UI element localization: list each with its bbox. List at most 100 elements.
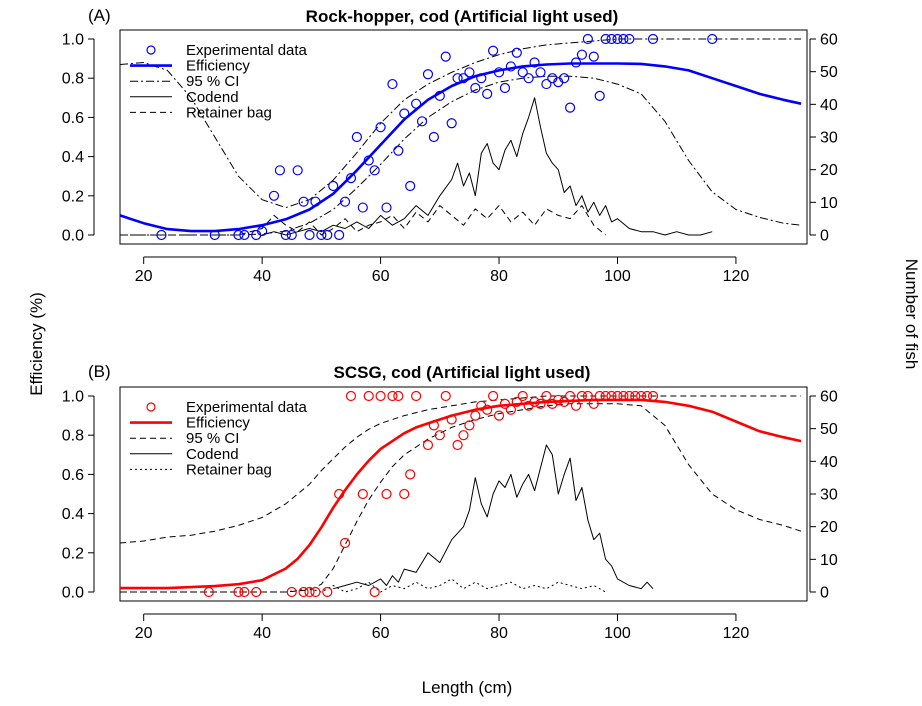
panel-a-data-point — [357, 202, 368, 213]
panel-a-data-point — [594, 90, 605, 101]
panel-a-right-y-tick-label: 0 — [820, 228, 829, 245]
panel-b-data-point — [298, 586, 309, 598]
panel-a-data-point — [428, 131, 439, 143]
panel-b-x-tick-label: 100 — [604, 625, 631, 642]
panel-b-data-point — [464, 420, 475, 431]
panel-a-right-y-tick-label: 10 — [820, 195, 838, 212]
panel-b-data-point — [452, 439, 463, 451]
panel-a-right-y-tick-label: 20 — [820, 162, 838, 179]
panel-b-data-point — [493, 410, 505, 421]
panel-b-right-y-tick-label: 20 — [820, 519, 838, 536]
panel-a-data-point — [612, 33, 623, 45]
panel-b-left-y-tick-label: 0.6 — [62, 467, 84, 484]
panel-a-x-tick-label: 120 — [723, 268, 750, 285]
panel-a-x-tick-label: 100 — [604, 268, 631, 285]
panel-b-efficiency-curve — [120, 398, 802, 590]
panel-a-data-point — [156, 229, 167, 241]
panel-a-right-y-tick-label: 50 — [820, 64, 838, 81]
panel-b-data-point — [606, 390, 617, 402]
panel-b-data-point — [440, 390, 451, 402]
panel-b-data-point — [488, 390, 499, 402]
panel-a-data-point — [446, 118, 457, 129]
panel-a-data-point — [440, 51, 451, 62]
panel-a-plot-area — [120, 33, 802, 241]
panel-a-data-point — [310, 196, 321, 207]
panel-b-data-point — [369, 586, 380, 598]
panel-b-left-y-tick-label: 0.0 — [62, 585, 84, 602]
panel-b-right-y-tick-label: 30 — [820, 487, 838, 504]
panel-a: (A) Rock-hopper, cod (Artificial light u… — [62, 6, 838, 285]
panel-a-right-y-tick-label: 60 — [820, 32, 838, 49]
panel-b-plot-area — [120, 390, 802, 598]
panel-a-data-point — [304, 229, 315, 241]
panel-b-x-tick-label: 60 — [372, 625, 390, 642]
left-y-axis-label: Efficiency (%) — [27, 292, 46, 396]
panel-a-data-point — [470, 82, 481, 94]
panel-a-legend-label-ci: 95 % CI — [186, 73, 239, 90]
panel-b-data-point — [310, 586, 321, 598]
panel-b-data-point — [322, 586, 333, 598]
panel-a-data-point — [316, 229, 327, 241]
panel-b-data-point — [422, 439, 434, 451]
panel-a-data-point — [707, 33, 718, 45]
panel-a-data-point — [482, 88, 493, 99]
panel-b-right-y-tick-label: 50 — [820, 421, 838, 438]
panel-b-data-point — [636, 390, 647, 402]
panel-b-data-point — [511, 396, 522, 407]
panel-a-data-point — [458, 73, 469, 84]
panel-a-data-point — [618, 33, 629, 45]
panel-a-data-point — [624, 33, 635, 45]
panel-a-ci-upper-line — [120, 38, 802, 209]
panel-b-ci-upper-line — [120, 395, 802, 544]
panel-b-data-point — [618, 390, 629, 402]
panel-b-data-point — [428, 420, 439, 431]
panel-a-legend-label-experimental-data: Experimental data — [186, 42, 308, 59]
panel-a-left-y-tick-label: 0.0 — [62, 228, 84, 245]
panel-b-data-point — [203, 586, 214, 598]
panel-b-data-point — [411, 390, 422, 402]
panel-a-legend-key-experimental-data — [146, 45, 156, 55]
panel-b-data-point — [357, 488, 368, 500]
panel-b-data-point — [553, 394, 564, 406]
panel-b-data-point — [541, 390, 552, 402]
panel-b-data-point — [612, 390, 623, 402]
panel-b-data-point — [399, 488, 410, 500]
panel-b-data-point — [624, 390, 635, 402]
panel-b-right-y-tick-label: 10 — [820, 552, 838, 569]
panel-a-left-y-tick-label: 0.8 — [62, 71, 84, 88]
panel-a-data-point — [257, 225, 268, 237]
panel-b-data-point — [588, 398, 599, 409]
panel-a-data-point — [505, 61, 516, 72]
panel-a-legend-label-codend: Codend — [186, 89, 239, 106]
panel-a-efficiency-curve — [120, 62, 802, 233]
panel-b-left-y-tick-label: 1.0 — [62, 389, 84, 406]
panel-a-data-point — [351, 131, 362, 143]
panel-b-data-point — [641, 390, 653, 402]
panel-b-data-point — [482, 404, 493, 415]
panel-b-data-point — [345, 390, 357, 402]
panel-a-data-point — [588, 51, 599, 62]
panel-a-data-point — [559, 73, 570, 84]
panel-b-right-y-tick-label: 0 — [820, 585, 829, 602]
panel-b-data-point — [304, 586, 315, 598]
panel-a-data-point — [606, 33, 617, 45]
panel-a-left-y-tick-label: 0.4 — [62, 149, 84, 166]
panel-b-right-y-tick-label: 40 — [820, 454, 838, 471]
panel-b-legend-label-ci: 95 % CI — [186, 430, 239, 447]
panel-a-codend-line — [261, 97, 713, 236]
panel-a-data-point — [274, 165, 286, 176]
panel-b-title: SCSG, cod (Artificial light used) — [334, 363, 591, 382]
panel-a-right-y-tick-label: 30 — [820, 130, 838, 147]
panel-a-data-point — [499, 82, 511, 94]
panel-b-data-point — [535, 398, 546, 409]
panel-a-x-tick-label: 20 — [135, 268, 153, 285]
panel-a-data-point — [292, 165, 303, 176]
panel-b-plot-frame — [119, 386, 808, 602]
panel-a-data-point — [422, 69, 434, 80]
panel-a-data-point — [322, 229, 333, 241]
panel-b-legend-label-codend: Codend — [186, 446, 239, 463]
panel-b-data-point — [375, 390, 386, 402]
panel-a-data-point — [565, 102, 576, 113]
panel-b-tag: (B) — [88, 362, 111, 381]
